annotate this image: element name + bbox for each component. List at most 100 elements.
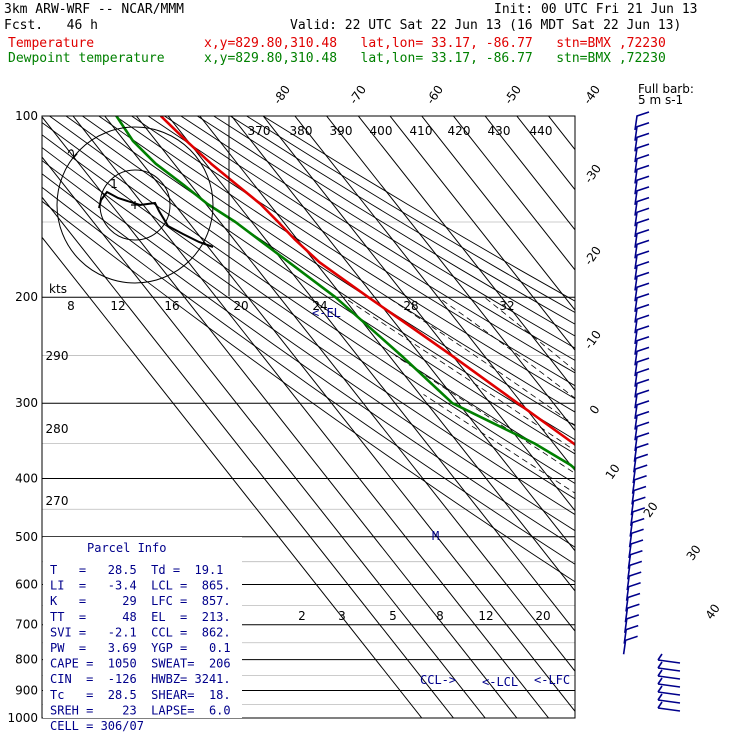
plot-area (42, 116, 740, 718)
wind-barb (634, 250, 650, 270)
pressure-tick-label: 600 (15, 577, 38, 591)
wind-barb-low (657, 669, 681, 680)
pressure-tick-label: 800 (15, 653, 38, 667)
isotherm-line (453, 116, 575, 271)
wind-barb-low (657, 653, 681, 664)
pressure-tick-label: 700 (15, 618, 38, 632)
dry-adiabat (114, 116, 575, 413)
dry-adiabat (82, 116, 575, 441)
dry-adiabat (42, 173, 575, 548)
wind-barb (634, 132, 650, 152)
parcel-info-row: CAPE = 1050 SWEAT= 206 (50, 657, 231, 671)
wind-barb (633, 453, 649, 473)
wind-barb (634, 175, 650, 195)
wind-barb (634, 154, 650, 173)
parcel-info-row: TT = 48 EL = 213. (50, 610, 231, 624)
wind-barb (622, 635, 638, 655)
level-marker: M (432, 529, 439, 543)
isotherm-line (357, 116, 575, 392)
parcel-info-row: T = 28.5 Td = 19.1 (50, 563, 223, 577)
dry-adiabat (42, 186, 575, 565)
valid-time: Valid: 22 UTC Sat 22 Jun 13 (16 MDT Sat … (290, 18, 682, 33)
hodo-speed-label: 20 (233, 299, 248, 313)
theta-tick-label: 430 (488, 124, 511, 138)
isotherm-tick-label: -20 (581, 244, 604, 268)
isotherm-line (421, 116, 575, 311)
wind-barb (634, 368, 650, 387)
wind-barb (634, 357, 650, 377)
hodo-speed-label: 12 (110, 299, 125, 313)
isotherm-line (104, 116, 575, 713)
dry-adiabat (229, 116, 575, 325)
wind-barb-low (657, 685, 681, 696)
isotherm-tick-label: 30 (684, 542, 704, 563)
wind-barb (634, 218, 650, 238)
wind-barb (623, 624, 639, 644)
wind-barb (624, 603, 640, 623)
wind-barb (634, 432, 650, 452)
theta-tick-label: 420 (448, 124, 471, 138)
hodo-speed-label: 8 (67, 299, 75, 313)
pressure-tick-label: 200 (15, 290, 38, 304)
isotherm-line (42, 116, 518, 718)
isotherm-tick-label: -10 (581, 328, 604, 352)
wind-barb (627, 560, 643, 580)
hodo-speed-label: 28 (403, 299, 418, 313)
wind-barb (634, 325, 650, 345)
wind-barb (634, 196, 650, 216)
wind-barb (630, 496, 646, 516)
wind-barb (631, 475, 647, 494)
moist-adiabat (423, 394, 575, 494)
hodo-ring-outer (56, 126, 214, 284)
wind-barb (634, 335, 650, 355)
barb-scale-line: Full barb: (638, 82, 694, 96)
wind-barb (634, 389, 650, 409)
parcel-info-box (43, 537, 242, 718)
level-marker: <-LFC (534, 673, 570, 687)
parcel-info-row: SVI = -2.1 CCL = 862. (50, 625, 231, 639)
dry-adiabat (42, 159, 575, 532)
parcel-info-row: LI = -3.4 LCL = 865. (50, 579, 231, 593)
wind-barb (629, 517, 645, 537)
hodo-speed-label: 24 (312, 299, 327, 313)
wind-barb (634, 400, 650, 420)
forecast-hour: Fcst. 46 h (4, 18, 98, 33)
wind-barb (628, 539, 644, 559)
isotherm-line (42, 236, 423, 718)
dry-adiabat (180, 116, 575, 361)
isotherm-line (516, 116, 575, 191)
pressure-tick-label: 500 (15, 530, 38, 544)
isotherm-line (42, 156, 486, 718)
hodo-ring-label: 1 (110, 177, 118, 191)
pressure-tick-label: 300 (15, 396, 38, 410)
parcel-info-row: K = 29 LFC = 857. (50, 594, 231, 608)
hodo-ring-label: 2 (65, 146, 81, 161)
isotherm-line (199, 116, 575, 592)
mixing-ratio-label: 12 (478, 609, 493, 623)
dry-adiabat (65, 116, 575, 455)
dry-adiabat (49, 116, 575, 470)
isotherm-line (294, 116, 575, 472)
wind-barb-low (657, 661, 681, 672)
theta-tick-label: 370 (248, 124, 271, 138)
temperature-profile (159, 116, 575, 447)
wind-barb (627, 549, 643, 569)
dry-adiabat (42, 200, 575, 583)
isotherm-line (389, 116, 575, 351)
moist-adiabat (437, 296, 575, 399)
dewpoint-location: x,y=829.80,310.48 lat,lon= 33.17, -86.77… (204, 51, 666, 66)
wind-barb (630, 507, 646, 527)
hodo-speed-label: 16 (164, 299, 179, 313)
pressure-tick-label: 900 (15, 683, 38, 697)
wind-barb (634, 421, 650, 441)
isotherm-tick-label: 40 (703, 601, 723, 622)
dry-adiabat (42, 146, 575, 516)
isotherm-line (548, 116, 575, 151)
isotherm-line (484, 116, 575, 231)
dry-adiabat (147, 116, 575, 387)
isotherm-line (72, 116, 549, 718)
wind-barb (634, 239, 650, 259)
mixing-ratio-line (729, 584, 740, 718)
wind-barb (634, 314, 650, 334)
